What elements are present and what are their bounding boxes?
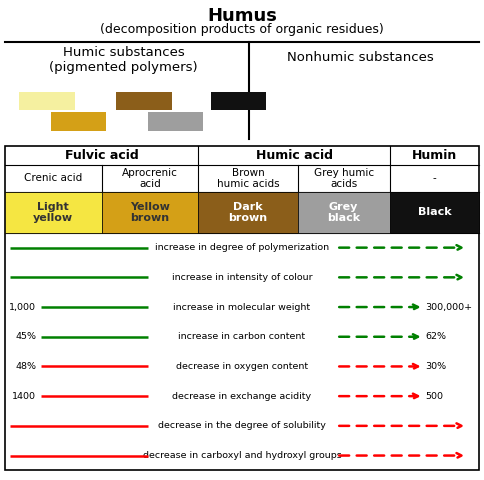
Bar [298, 192, 390, 233]
Text: Fulvic acid: Fulvic acid [65, 149, 138, 162]
Text: Aprocrenic
acid: Aprocrenic acid [122, 168, 178, 189]
Text: increase in degree of polymerization: increase in degree of polymerization [155, 243, 329, 252]
Text: Humin: Humin [412, 149, 457, 162]
Bar [116, 92, 172, 110]
Text: -: - [433, 173, 436, 183]
Text: decrease in oxygen content: decrease in oxygen content [176, 362, 308, 371]
Bar [5, 146, 479, 470]
Bar [198, 192, 298, 233]
Text: 500: 500 [425, 392, 443, 401]
Text: Grey
black: Grey black [327, 202, 360, 223]
Text: 45%: 45% [15, 332, 36, 341]
Text: Yellow
brown: Yellow brown [130, 202, 170, 223]
Text: Black: Black [418, 207, 451, 217]
Bar [148, 112, 203, 131]
Text: decrease in exchange acidity: decrease in exchange acidity [172, 392, 312, 401]
Bar [5, 192, 102, 233]
Text: 1400: 1400 [12, 392, 36, 401]
Bar [102, 192, 198, 233]
Text: 30%: 30% [425, 362, 446, 371]
Text: increase in carbon content: increase in carbon content [179, 332, 305, 341]
Text: Humic acid: Humic acid [256, 149, 333, 162]
Text: 48%: 48% [15, 362, 36, 371]
Text: Dark
brown: Dark brown [228, 202, 268, 223]
Text: Grey humic
acids: Grey humic acids [314, 168, 374, 189]
Text: (decomposition products of organic residues): (decomposition products of organic resid… [100, 23, 384, 36]
Text: decrease in carboxyl and hydroxyl groups: decrease in carboxyl and hydroxyl groups [143, 451, 341, 460]
Text: Humus: Humus [207, 7, 277, 25]
Text: 300,000+: 300,000+ [425, 302, 472, 312]
Text: 62%: 62% [425, 332, 446, 341]
Text: Light
yellow: Light yellow [33, 202, 73, 223]
Text: increase in intensity of colour: increase in intensity of colour [172, 273, 312, 282]
Text: Crenic acid: Crenic acid [24, 173, 82, 183]
Bar [211, 92, 266, 110]
Bar [390, 192, 479, 233]
Bar [19, 92, 75, 110]
Bar [51, 112, 106, 131]
Text: Humic substances
(pigmented polymers): Humic substances (pigmented polymers) [49, 46, 198, 73]
Text: decrease in the degree of solubility: decrease in the degree of solubility [158, 421, 326, 431]
Text: 1,000: 1,000 [9, 302, 36, 312]
Text: Nonhumic substances: Nonhumic substances [287, 51, 434, 64]
Text: increase in molecular weight: increase in molecular weight [173, 302, 311, 312]
Text: Brown
humic acids: Brown humic acids [217, 168, 279, 189]
